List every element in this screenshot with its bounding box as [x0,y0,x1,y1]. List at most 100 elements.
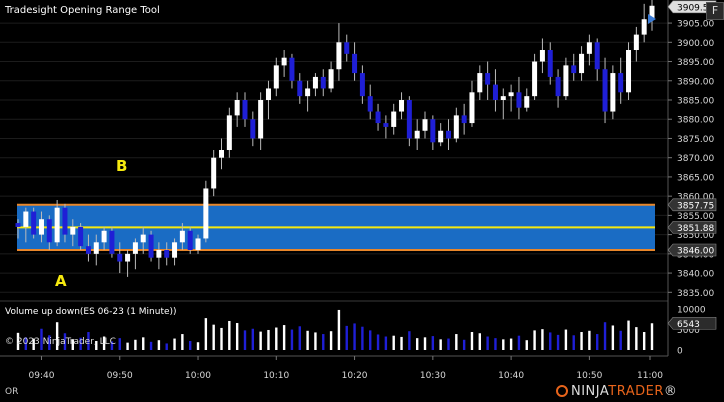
volume-bar [556,334,560,350]
volume-bar [220,327,223,350]
volume-bar [564,329,568,350]
candle-body [375,111,381,124]
candle-body [610,73,616,112]
candle [461,103,467,135]
volume-bar [118,338,121,350]
candle [211,150,217,197]
candle [281,50,287,77]
candle [38,211,44,243]
volume-bar [588,330,591,350]
candle [555,69,561,108]
candle [594,38,600,81]
or-high-flag-label: 3857.75 [677,201,714,211]
candle-body [156,250,162,258]
candle [101,226,107,250]
volume-bar [259,331,262,350]
candle-body [281,57,287,66]
volume-bar [142,337,145,350]
candle-body [414,130,420,139]
volume-bar [494,338,497,350]
volume-bar [181,334,184,350]
candle-body [226,115,232,150]
candle-body [179,230,185,243]
candle [414,119,420,150]
candle [649,0,655,31]
volume-bar [95,341,98,350]
volume-bar [502,339,505,350]
time-tick-label: 10:00 [185,371,211,381]
candle [516,76,522,120]
price-tick-label: 3875.00 [677,135,714,145]
candle [125,250,131,277]
time-axis[interactable]: 09:40 09:50 10:00 10:10 10:20 10:30 10:40 10:50… [29,356,664,381]
current-volume-flag: 6543 [667,316,717,330]
volume-bar [102,336,106,350]
time-tick-label: 10:10 [263,371,289,381]
volume-bar [596,334,599,350]
candle [172,238,178,266]
candle [477,65,483,100]
candle-body [297,80,303,97]
candle-body [85,246,91,254]
volume-bar [149,341,153,350]
volume-bar [196,342,200,350]
candle-body [289,57,295,81]
volume-bar [275,327,278,350]
volume-bar [462,339,466,350]
volume-bar [619,330,622,350]
candle [508,84,514,112]
candle [109,226,115,258]
volume-bar [87,332,90,350]
candle-body [618,73,624,93]
candle-body [547,50,553,77]
volume-bar [415,338,419,350]
candle-body [516,92,522,108]
price-tick-label: 3860.00 [677,193,714,203]
volume-bar [267,329,270,350]
candle-body [641,19,647,35]
volume-bar [486,336,489,350]
time-tick-label: 10:30 [420,371,446,381]
volume-bar [157,340,161,350]
volume-bar [642,332,646,350]
candle [500,88,506,120]
candle-body [46,219,52,243]
volume-bar [423,337,427,350]
time-tick-label: 10:50 [576,371,602,381]
f-button[interactable]: F [706,2,724,20]
candle-body [305,88,311,97]
ninjatrader-logo: NINJATRADER® [556,383,677,399]
candle-body [258,100,264,139]
time-tick-label: 11:00 [637,371,663,381]
price-axis[interactable]: 3905.00 3900.00 3895.00 3890.00 3885.00 3880.… [668,20,714,299]
volume-bar [369,330,372,350]
volume-bar [71,339,74,350]
grid-lines [0,22,668,293]
candle-body [626,50,632,93]
or-high-flag: 3857.75 [667,198,717,211]
candle [117,242,123,274]
candle-body [31,211,37,235]
candlestick-series [15,0,655,277]
candle-body [195,238,201,250]
copyright-text: © 2023 NinjaTrader, LLC [5,337,116,347]
chevron-right-icon[interactable] [648,14,656,24]
candle-body [250,119,256,139]
candle-body [336,42,342,70]
price-tick-label: 3880.00 [677,116,714,126]
candle [524,88,530,112]
annotation-b: B [116,157,128,175]
volume-bar [337,309,341,350]
price-tick-label: 3840.00 [677,270,714,280]
volume-bar [541,329,544,350]
volume-bar [572,335,575,350]
price-tick-label: 3885.00 [677,97,714,107]
candle-body [352,53,358,74]
candle [320,69,326,97]
candle-body [148,234,154,258]
candle-body [633,34,639,50]
candle [234,92,240,127]
volume-bar [635,327,638,350]
price-tick-label: 3865.00 [677,173,714,183]
